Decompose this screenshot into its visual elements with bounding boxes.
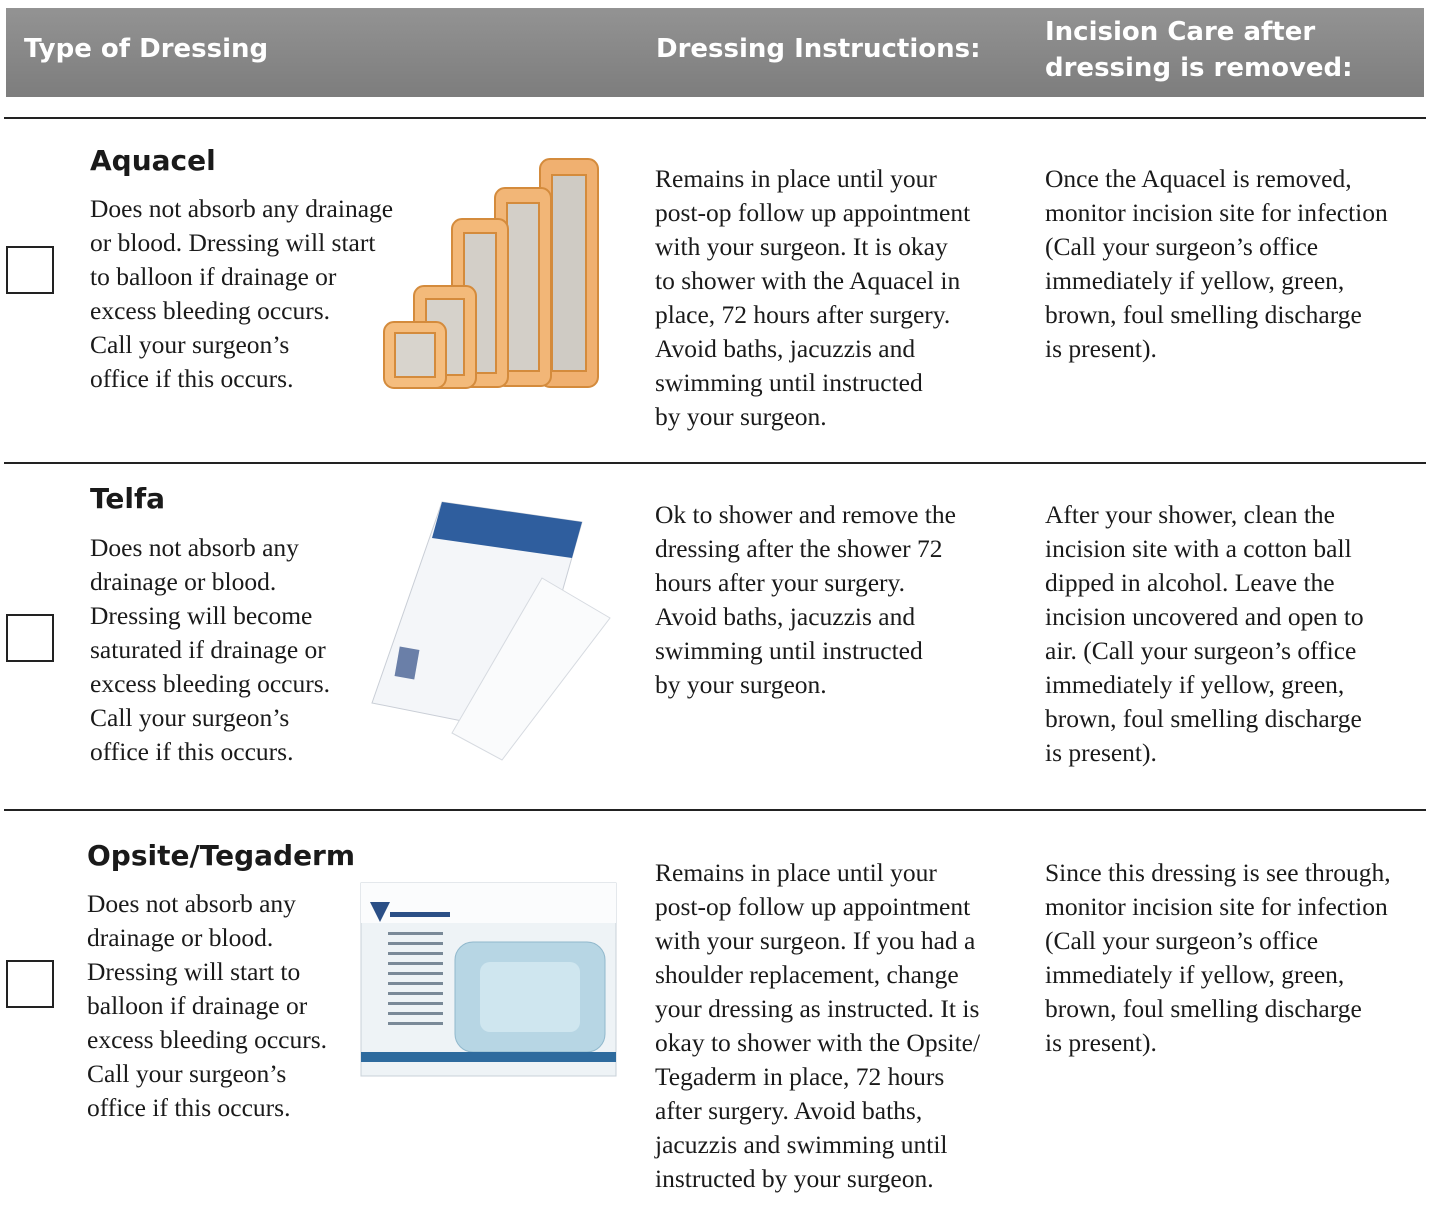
- care-line: brown, foul smelling discharge: [1045, 994, 1362, 1023]
- description-line: or blood. Dressing will start: [90, 228, 376, 257]
- care-line: is present).: [1045, 738, 1157, 767]
- description-line: office if this occurs.: [87, 1093, 291, 1122]
- care-line: (Call your surgeon’s office: [1045, 926, 1319, 955]
- dressing-name: Telfa: [90, 482, 166, 515]
- care-line: monitor incision site for infection: [1045, 198, 1388, 227]
- header-instructions: Dressing Instructions:: [656, 34, 981, 64]
- care-line: is present).: [1045, 334, 1157, 363]
- instruction-line: with your surgeon. If you had a: [655, 926, 976, 955]
- instruction-line: Avoid baths, jacuzzis and: [655, 334, 916, 363]
- instruction-line: dressing after the shower 72: [655, 534, 943, 563]
- checkbox[interactable]: [6, 960, 54, 1008]
- instruction-line: by your surgeon.: [655, 402, 827, 431]
- instruction-line: okay to shower with the Opsite/: [655, 1028, 981, 1057]
- instruction-line: swimming until instructed: [655, 368, 923, 397]
- aquacel-image: [383, 158, 599, 389]
- dressing-name: Aquacel: [90, 144, 216, 177]
- header-care-line: dressing is removed:: [1045, 53, 1353, 83]
- instruction-line: Avoid baths, jacuzzis and: [655, 602, 916, 631]
- row-rule: [4, 809, 1426, 811]
- description-line: saturated if drainage or: [90, 635, 326, 664]
- description-line: excess bleeding occurs.: [90, 669, 331, 698]
- instruction-line: place, 72 hours after surgery.: [655, 300, 951, 329]
- instruction-line: shoulder replacement, change: [655, 960, 959, 989]
- instruction-line: with your surgeon. It is okay: [655, 232, 948, 261]
- tegaderm-image: [360, 882, 617, 1077]
- checkbox[interactable]: [6, 614, 54, 662]
- care-line: (Call your surgeon’s office: [1045, 232, 1319, 261]
- care-line: air. (Call your surgeon’s office: [1045, 636, 1357, 665]
- description-line: to balloon if drainage or: [90, 262, 337, 291]
- instruction-line: post-op follow up appointment: [655, 892, 971, 921]
- dressing-name: Opsite/Tegaderm: [87, 839, 356, 872]
- description-line: Does not absorb any: [87, 889, 296, 918]
- telfa-image: [371, 501, 611, 761]
- care-line: incision uncovered and open to: [1045, 602, 1364, 631]
- description-line: drainage or blood.: [90, 567, 277, 596]
- description-line: Dressing will become: [90, 601, 313, 630]
- instruction-line: post-op follow up appointment: [655, 198, 971, 227]
- description-line: Does not absorb any drainage: [90, 194, 394, 223]
- instruction-line: to shower with the Aquacel in: [655, 266, 961, 295]
- care-line: brown, foul smelling discharge: [1045, 704, 1362, 733]
- care-line: Since this dressing is see through,: [1045, 858, 1391, 887]
- care-line: immediately if yellow, green,: [1045, 266, 1345, 295]
- care-line: immediately if yellow, green,: [1045, 960, 1345, 989]
- instruction-line: jacuzzis and swimming until: [655, 1130, 948, 1159]
- instruction-line: Remains in place until your: [655, 858, 937, 887]
- header-type: Type of Dressing: [24, 34, 269, 64]
- care-line: is present).: [1045, 1028, 1157, 1057]
- description-line: Call your surgeon’s: [90, 330, 290, 359]
- description-line: Call your surgeon’s: [87, 1059, 287, 1088]
- description-line: Dressing will start to: [87, 957, 301, 986]
- care-line: After your shower, clean the: [1045, 500, 1335, 529]
- care-line: dipped in alcohol. Leave the: [1045, 568, 1335, 597]
- description-line: balloon if drainage or: [87, 991, 308, 1020]
- instruction-line: swimming until instructed: [655, 636, 923, 665]
- row-rule: [4, 462, 1426, 464]
- care-line: Once the Aquacel is removed,: [1045, 164, 1352, 193]
- instruction-line: hours after your surgery.: [655, 568, 905, 597]
- description-line: drainage or blood.: [87, 923, 274, 952]
- row-rule: [4, 117, 1426, 119]
- care-line: incision site with a cotton ball: [1045, 534, 1352, 563]
- checkbox[interactable]: [6, 246, 54, 294]
- instruction-line: instructed by your surgeon.: [655, 1164, 934, 1193]
- description-line: office if this occurs.: [90, 737, 294, 766]
- instruction-line: Ok to shower and remove the: [655, 500, 956, 529]
- description-line: office if this occurs.: [90, 364, 294, 393]
- header-bar: [6, 8, 1424, 97]
- instruction-line: Tegaderm in place, 72 hours: [655, 1062, 945, 1091]
- instruction-line: by your surgeon.: [655, 670, 827, 699]
- description-line: Call your surgeon’s: [90, 703, 290, 732]
- description-line: excess bleeding occurs.: [90, 296, 331, 325]
- care-line: monitor incision site for infection: [1045, 892, 1388, 921]
- care-line: immediately if yellow, green,: [1045, 670, 1345, 699]
- instruction-line: your dressing as instructed. It is: [655, 994, 980, 1023]
- description-line: excess bleeding occurs.: [87, 1025, 328, 1054]
- instruction-line: Remains in place until your: [655, 164, 937, 193]
- header-care-line: Incision Care after: [1045, 17, 1316, 47]
- care-line: brown, foul smelling discharge: [1045, 300, 1362, 329]
- description-line: Does not absorb any: [90, 533, 299, 562]
- instruction-line: after surgery. Avoid baths,: [655, 1096, 923, 1125]
